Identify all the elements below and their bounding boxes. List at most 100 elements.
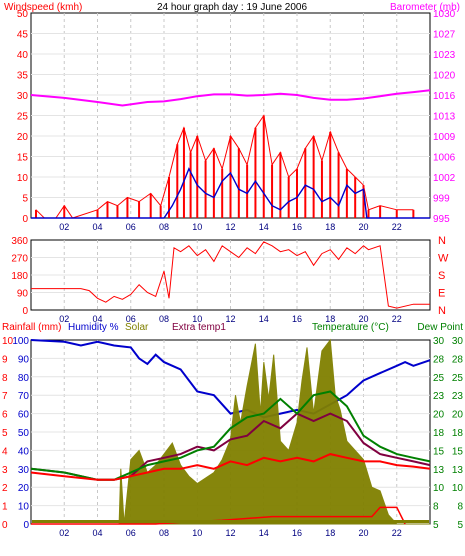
y-tick-label-humidity: 60 bbox=[18, 410, 30, 421]
y-tick-label-dewpoint: 18 bbox=[452, 428, 464, 439]
x-tick-label: 20 bbox=[358, 222, 368, 232]
y-tick-label-rain: 3 bbox=[2, 465, 8, 476]
x-tick-label: 06 bbox=[126, 314, 136, 324]
y-tick-label-humidity: 30 bbox=[18, 465, 30, 476]
y-tick-label-dewpoint: 13 bbox=[452, 465, 464, 476]
x-tick-label: 02 bbox=[59, 314, 69, 324]
y-tick-label-rain: 8 bbox=[2, 373, 8, 384]
compass-label: W bbox=[438, 253, 449, 265]
series-line-dew-point bbox=[30, 453, 431, 481]
x-tick-label: 04 bbox=[92, 222, 102, 232]
y-tick-label-rain: 5 bbox=[2, 428, 8, 439]
y-tick-label-windspeed: 10 bbox=[17, 173, 29, 184]
x-tick-label: 04 bbox=[92, 528, 102, 538]
series-line-wind-direction bbox=[31, 241, 430, 309]
x-tick-label: 04 bbox=[92, 314, 102, 324]
x-tick-label: 20 bbox=[358, 314, 368, 324]
y-tick-label-dewpoint: 10 bbox=[452, 483, 464, 494]
x-tick-label: 12 bbox=[225, 528, 235, 538]
y-tick-label-dewpoint: 23 bbox=[452, 391, 464, 402]
y-tick-label-temperature: 5 bbox=[433, 520, 439, 531]
y-tick-label-temperature: 28 bbox=[433, 354, 445, 365]
series-line-barometer bbox=[30, 89, 431, 107]
y-tick-label-windspeed: 15 bbox=[17, 153, 29, 164]
y-tick-label-temperature: 20 bbox=[433, 410, 445, 421]
x-tick-label: 10 bbox=[192, 314, 202, 324]
y-tick-label-barometer: 1009 bbox=[433, 132, 456, 143]
compass-label: S bbox=[438, 270, 445, 282]
x-tick-label: 14 bbox=[259, 314, 269, 324]
y-tick-label-barometer: 1006 bbox=[433, 153, 456, 164]
series-line-windspeed-average bbox=[31, 167, 430, 219]
y-tick-label-dewpoint: 20 bbox=[452, 410, 464, 421]
y-tick-label-windspeed: 20 bbox=[17, 132, 29, 143]
y-tick-label-rain: 0 bbox=[2, 520, 8, 531]
x-tick-label: 08 bbox=[159, 222, 169, 232]
x-tick-label: 10 bbox=[192, 528, 202, 538]
x-tick-label: 14 bbox=[259, 528, 269, 538]
x-tick-label: 16 bbox=[292, 222, 302, 232]
solar-baseline bbox=[32, 520, 429, 523]
y-tick-label-temperature: 18 bbox=[433, 428, 445, 439]
legend-extra-temp1: Extra temp1 bbox=[172, 322, 226, 333]
y-tick-label-rain: 2 bbox=[2, 483, 8, 494]
y-tick-label-windspeed: 35 bbox=[17, 71, 29, 82]
y-tick-label-humidity: 10 bbox=[18, 502, 30, 513]
y-tick-label-humidity: 80 bbox=[18, 373, 30, 384]
y-tick-label-rain: 10 bbox=[2, 336, 14, 347]
y-tick-label-barometer: 1030 bbox=[433, 9, 456, 20]
y-tick-label-windspeed: 0 bbox=[22, 214, 28, 225]
y-tick-label-direction: 180 bbox=[11, 271, 28, 282]
x-tick-label: 18 bbox=[325, 528, 335, 538]
y-tick-label-dewpoint: 28 bbox=[452, 354, 464, 365]
x-tick-label: 18 bbox=[325, 314, 335, 324]
y-tick-label-barometer: 1002 bbox=[433, 173, 456, 184]
x-tick-label: 22 bbox=[392, 528, 402, 538]
x-tick-label: 16 bbox=[292, 314, 302, 324]
x-tick-label: 14 bbox=[259, 222, 269, 232]
y-tick-label-barometer: 1013 bbox=[433, 112, 456, 123]
y-tick-label-temperature: 30 bbox=[433, 336, 445, 347]
y-tick-label-temperature: 13 bbox=[433, 465, 445, 476]
x-tick-label: 16 bbox=[292, 528, 302, 538]
barometer-axis-title: Barometer (mb) bbox=[390, 2, 460, 13]
y-tick-label-windspeed: 40 bbox=[17, 50, 29, 61]
y-tick-label-windspeed: 25 bbox=[17, 112, 29, 123]
y-tick-label-temperature: 25 bbox=[433, 373, 445, 384]
y-tick-label-windspeed: 5 bbox=[22, 194, 28, 205]
y-tick-label-humidity: 50 bbox=[18, 428, 30, 439]
windspeed-axis-title: Windspeed (kmh) bbox=[4, 2, 82, 13]
y-tick-label-dewpoint: 30 bbox=[452, 336, 464, 347]
x-tick-label: 06 bbox=[126, 222, 136, 232]
y-tick-label-humidity: 90 bbox=[18, 354, 30, 365]
x-tick-label: 06 bbox=[126, 528, 136, 538]
y-tick-label-windspeed: 50 bbox=[17, 9, 29, 20]
y-tick-label-barometer: 1016 bbox=[433, 91, 456, 102]
y-tick-label-windspeed: 30 bbox=[17, 91, 29, 102]
y-tick-label-windspeed: 45 bbox=[17, 30, 29, 41]
y-tick-label-direction: 270 bbox=[11, 254, 28, 265]
y-tick-label-humidity: 40 bbox=[18, 446, 30, 457]
x-tick-label: 22 bbox=[392, 222, 402, 232]
y-tick-label-temperature: 8 bbox=[433, 502, 439, 513]
legend-rainfall: Rainfall (mm) bbox=[2, 322, 61, 333]
rain-humidity-temp-panel: 02 04 06 08 10 12 14 16 18 20 22012345678910010203… bbox=[2, 336, 463, 538]
x-tick-label: 12 bbox=[225, 314, 235, 324]
y-tick-label-temperature: 15 bbox=[433, 446, 445, 457]
y-tick-label-barometer: 1020 bbox=[433, 71, 456, 82]
series-line-rainfall-mm bbox=[31, 506, 406, 525]
y-tick-label-humidity: 70 bbox=[18, 391, 30, 402]
y-tick-label-dewpoint: 5 bbox=[457, 520, 463, 531]
y-tick-label-temperature: 10 bbox=[433, 483, 445, 494]
legend-temperature: Temperature (°C) bbox=[312, 322, 389, 333]
series-line-temperature-c bbox=[30, 390, 431, 481]
y-tick-label-barometer: 999 bbox=[433, 194, 450, 205]
y-tick-label-barometer: 995 bbox=[433, 214, 450, 225]
y-tick-label-direction: 360 bbox=[11, 236, 28, 247]
chart-title: 24 hour graph day : 19 June 2006 bbox=[157, 2, 308, 13]
x-tick-label: 08 bbox=[159, 314, 169, 324]
y-tick-label-dewpoint: 8 bbox=[457, 502, 463, 513]
y-tick-label-rain: 6 bbox=[2, 410, 8, 421]
